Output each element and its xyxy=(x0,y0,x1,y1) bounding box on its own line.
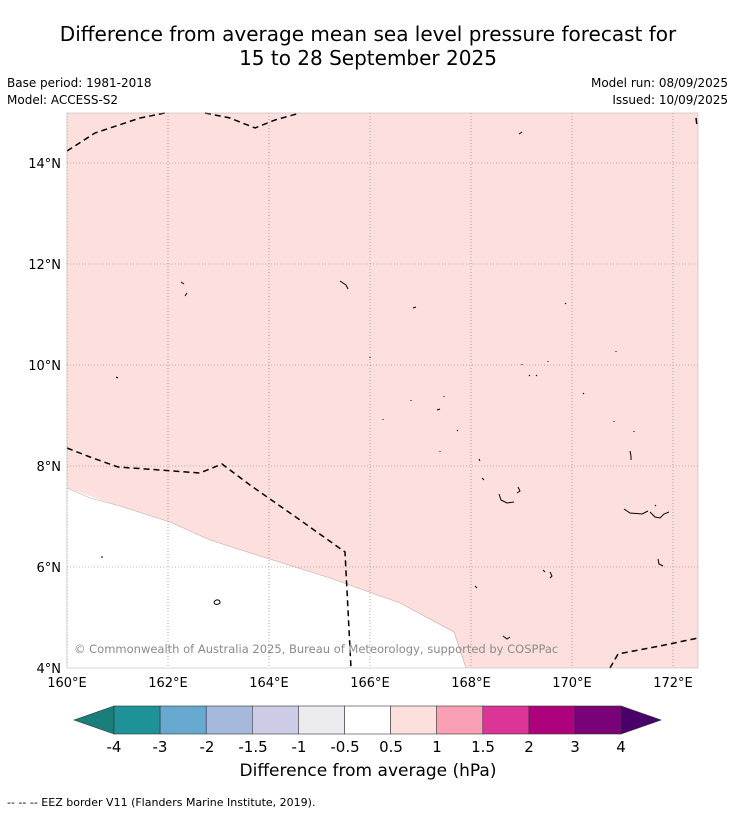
title-line-2: 15 to 28 September 2025 xyxy=(239,46,497,70)
anomaly-contour xyxy=(66,487,467,669)
lat-tick-label: 14°N xyxy=(28,157,61,172)
title-line-1: Difference from average mean sea level p… xyxy=(59,22,677,46)
colorbar-swatch xyxy=(252,705,299,735)
lat-tick-labels: 14°N 12°N 10°N 8°N 6°N 4°N xyxy=(28,157,61,677)
islands xyxy=(101,131,670,640)
meta-right: Model run: 08/09/2025 Issued: 10/09/2025 xyxy=(591,75,728,109)
colorbar-label: -4 xyxy=(107,738,122,756)
eez-border-ne xyxy=(695,117,698,127)
colorbar-extend-high xyxy=(620,705,663,735)
map-frame xyxy=(66,112,699,669)
colorbar-swatch xyxy=(113,705,161,735)
colorbar-label: -3 xyxy=(153,738,168,756)
colorbar xyxy=(73,705,663,735)
lon-tick-label: 168°E xyxy=(451,676,491,691)
colorbar-label: -0.5 xyxy=(330,738,359,756)
colorbar-label: 3 xyxy=(570,738,580,756)
colorbar-swatch xyxy=(298,705,345,735)
colorbar-tick-labels: -4 -3 -2 -1.5 -1 -0.5 0.5 1 1.5 2 3 4 xyxy=(107,738,626,756)
colorbar-label: -1.5 xyxy=(238,738,267,756)
anomaly-region-pink xyxy=(67,113,698,668)
lat-tick-label: 12°N xyxy=(28,258,61,273)
model-name: Model: ACCESS-S2 xyxy=(7,93,119,107)
colorbar-extend-low xyxy=(73,705,115,735)
lon-tick-label: 162°E xyxy=(148,676,188,691)
meta-left: Base period: 1981-2018 Model: ACCESS-S2 xyxy=(7,75,152,109)
colorbar-swatch xyxy=(528,705,576,735)
base-period: Base period: 1981-2018 xyxy=(7,76,152,90)
colorbar-label: -1 xyxy=(292,738,307,756)
colorbar-swatch xyxy=(344,705,391,735)
colorbar-label: -2 xyxy=(200,738,215,756)
lat-tick-label: 10°N xyxy=(28,359,61,374)
map-figure: © Commonwealth of Australia 2025, Bureau… xyxy=(28,112,699,756)
issued-date: Issued: 10/09/2025 xyxy=(612,93,728,107)
lat-tick-label: 6°N xyxy=(37,561,62,576)
eez-border-west xyxy=(66,447,352,669)
colorbar-label: 1 xyxy=(432,738,442,756)
colorbar-title: Difference from average (hPa) xyxy=(239,761,497,781)
colorbar-swatch xyxy=(159,705,207,735)
colorbar-swatch xyxy=(205,705,253,735)
map-grid xyxy=(66,113,698,668)
eez-borders xyxy=(66,112,699,669)
colorbar-swatch xyxy=(436,705,484,735)
colorbar-label: 2 xyxy=(524,738,534,756)
lat-tick-label: 4°N xyxy=(37,662,62,677)
colorbar-label: 4 xyxy=(616,738,626,756)
colorbar-swatch xyxy=(482,705,530,735)
colorbar-swatch xyxy=(390,705,438,735)
copyright-text: © Commonwealth of Australia 2025, Bureau… xyxy=(74,642,558,656)
eez-border-north xyxy=(66,112,166,152)
map-title: Difference from average mean sea level p… xyxy=(0,22,736,70)
eez-border-north-2 xyxy=(204,112,301,129)
lat-tick-label: 8°N xyxy=(37,460,62,475)
lon-tick-label: 166°E xyxy=(350,676,390,691)
lon-tick-label: 172°E xyxy=(653,676,693,691)
lon-tick-label: 170°E xyxy=(552,676,592,691)
map-area xyxy=(66,112,699,669)
lon-tick-label: 160°E xyxy=(47,676,87,691)
model-run: Model run: 08/09/2025 xyxy=(590,76,728,90)
colorbar-label: 1.5 xyxy=(471,738,495,756)
colorbar-label: 0.5 xyxy=(379,738,403,756)
colorbar-swatch xyxy=(574,705,622,735)
lon-tick-labels: 160°E 162°E 164°E 166°E 168°E 170°E 172°… xyxy=(47,676,693,691)
lon-tick-label: 164°E xyxy=(249,676,289,691)
eez-legend-note: -- -- -- EEZ border V11 (Flanders Marine… xyxy=(7,796,316,809)
